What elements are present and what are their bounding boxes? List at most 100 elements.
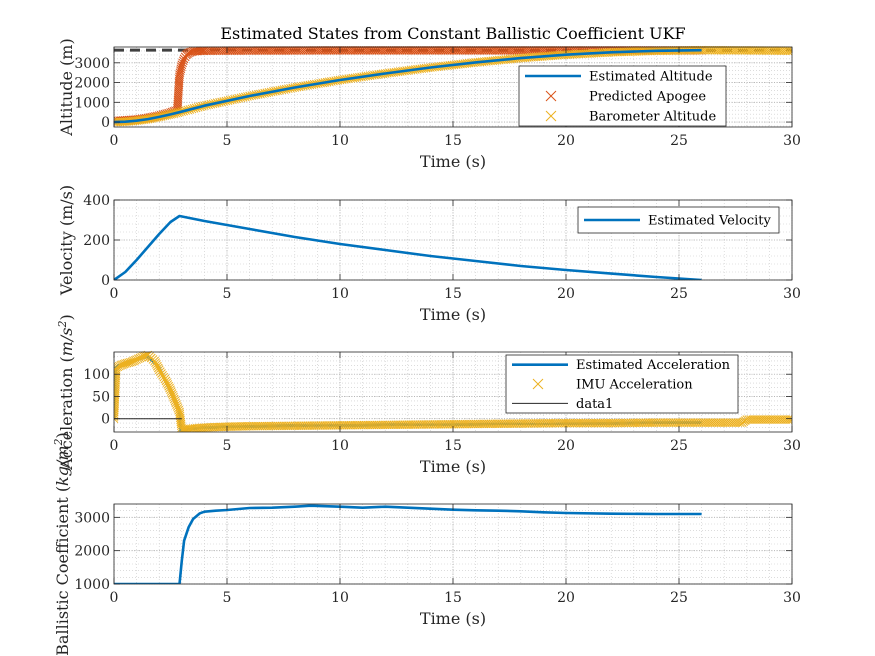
series-line-ballistic-coefficient xyxy=(114,504,702,584)
data-point xyxy=(374,420,384,430)
data-point xyxy=(247,421,257,431)
data-point xyxy=(335,420,345,430)
legend-marker-sample xyxy=(545,90,557,102)
data-point xyxy=(428,46,437,55)
data-point xyxy=(230,46,239,55)
x-tick-label: 25 xyxy=(670,286,688,302)
data-point xyxy=(337,420,347,430)
data-point xyxy=(750,415,760,424)
data-point xyxy=(290,421,300,431)
data-point xyxy=(361,46,371,55)
data-point xyxy=(225,46,235,55)
data-point xyxy=(776,46,786,56)
data-point xyxy=(624,418,633,428)
data-point xyxy=(475,46,485,55)
data-point xyxy=(400,46,409,55)
x-tick-label: 20 xyxy=(557,133,575,149)
data-point xyxy=(501,419,511,429)
data-point xyxy=(486,419,496,429)
x-tick-label: 0 xyxy=(110,590,119,606)
data-point xyxy=(471,419,480,429)
data-point xyxy=(273,46,282,55)
data-point xyxy=(488,419,498,429)
data-point xyxy=(398,46,407,55)
data-point xyxy=(775,415,785,424)
data-point xyxy=(423,420,433,429)
data-point xyxy=(387,46,397,55)
data-point xyxy=(268,421,278,431)
data-point xyxy=(710,418,719,428)
data-point xyxy=(753,46,762,55)
data-point xyxy=(363,420,373,430)
data-point xyxy=(114,380,120,389)
legend: Estimated Altitude Predicted Apogee Barome… xyxy=(518,65,727,127)
data-point xyxy=(583,418,592,428)
data-point xyxy=(645,418,655,428)
grid xyxy=(113,504,793,585)
data-point xyxy=(632,418,642,428)
data-point xyxy=(142,351,151,360)
data-point xyxy=(617,418,627,428)
data-point xyxy=(438,419,448,429)
data-point xyxy=(723,45,732,55)
data-point xyxy=(415,46,424,55)
data-point xyxy=(482,419,491,429)
data-point xyxy=(490,46,500,55)
data-point xyxy=(402,46,412,55)
data-point xyxy=(367,420,377,430)
data-point xyxy=(712,45,722,55)
data-point xyxy=(714,418,724,428)
data-point xyxy=(421,420,431,429)
data-point xyxy=(518,419,528,428)
data-point xyxy=(275,421,285,431)
data-point xyxy=(540,418,549,428)
x-tick-label: 20 xyxy=(557,438,575,454)
data-point xyxy=(535,419,545,428)
data-point xyxy=(490,419,500,429)
data-point xyxy=(200,46,209,56)
data-point xyxy=(615,418,625,428)
data-point xyxy=(290,46,300,55)
data-point xyxy=(565,418,575,428)
data-point xyxy=(671,418,681,428)
data-point xyxy=(662,418,672,428)
legend-label: data1 xyxy=(576,397,613,412)
data-point xyxy=(522,419,532,428)
data-point xyxy=(320,421,330,430)
data-point xyxy=(505,46,515,55)
data-point xyxy=(408,420,418,429)
data-point xyxy=(382,420,392,430)
y-axis-label: Acceleration (m/s2) xyxy=(56,314,76,471)
y-tick-label: 2000 xyxy=(74,76,110,92)
data-point xyxy=(591,418,601,428)
data-point xyxy=(264,421,274,431)
legend-marker-sample xyxy=(532,378,544,390)
x-tick-label: 30 xyxy=(783,590,801,606)
data-point xyxy=(766,46,775,55)
data-point xyxy=(391,420,401,430)
data-point xyxy=(266,46,276,55)
data-point xyxy=(473,419,483,429)
data-point xyxy=(243,46,252,55)
data-point xyxy=(245,421,254,431)
data-point xyxy=(460,419,470,429)
data-point xyxy=(544,418,554,428)
data-point xyxy=(509,419,519,428)
data-point xyxy=(247,46,257,55)
data-point xyxy=(443,46,452,55)
data-point xyxy=(114,375,121,385)
data-point xyxy=(684,418,694,428)
data-point xyxy=(755,46,765,55)
data-point xyxy=(708,45,717,55)
data-point xyxy=(692,418,702,428)
data-point xyxy=(667,418,676,428)
data-point xyxy=(331,421,341,430)
data-point xyxy=(314,421,323,430)
data-point xyxy=(344,420,353,430)
legend: Estimated Acceleration IMU Acceleration da… xyxy=(505,354,739,414)
data-point xyxy=(236,46,246,55)
data-point xyxy=(716,45,726,55)
data-point xyxy=(436,46,446,55)
data-point xyxy=(456,419,465,429)
data-point xyxy=(400,420,409,430)
